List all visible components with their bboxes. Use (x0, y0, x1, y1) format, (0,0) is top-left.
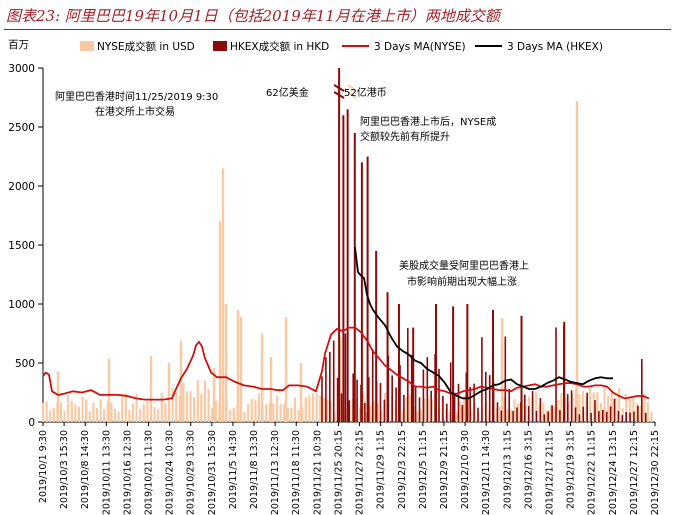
x-tick-label: 2019/10/31 15:30 (207, 430, 218, 515)
x-tick-label: 2019/10/11 13:30 (101, 430, 112, 515)
x-tick-label: 2019/11/13 12:30 (270, 430, 281, 515)
annotations: 阿里巴巴香港时间11/25/2019 9:30 在港交所上市交易 62亿美金 5… (55, 86, 529, 288)
nyse-axis-break-mark (347, 84, 357, 99)
x-tick-label: 2019/11/29 1:15 (376, 430, 387, 509)
after-listing-annotation-line1: 阿里巴巴香港上市后，NYSE成 (360, 115, 496, 128)
x-tick-label: 2019/12/13 1:15 (502, 430, 513, 509)
x-tick-label: 2019/11/8 13:30 (249, 430, 260, 509)
x-tick-label: 2019/11/27 22:15 (355, 430, 366, 515)
y-tick-label: 1500 (8, 240, 35, 252)
legend-hkex-swatch (213, 41, 227, 51)
y-tick-label: 500 (15, 358, 35, 370)
ma-lines (42, 247, 650, 401)
legend-ma-nyse-label: 3 Days MA(NYSE) (374, 41, 466, 53)
x-tick-label: 2019/10/24 10:30 (165, 430, 176, 515)
x-tick-label: 2019/10/8 14:30 (80, 430, 91, 509)
x-tick-label: 2019/12/27 12:15 (629, 430, 640, 515)
x-tick-label: 2019/12/22 11:15 (587, 430, 598, 515)
y-tick-label: 2500 (8, 122, 35, 134)
y-tick-label: 1000 (8, 299, 35, 311)
legend: NYSE成交额 in USD HKEX成交额 in HKD 3 Days MA(NY… (80, 40, 603, 53)
us-volume-annotation-line2: 市影响前期出现大幅上涨 (407, 275, 517, 288)
y-axis-unit-label: 百万 (8, 39, 29, 51)
y-tick-label: 3000 (8, 63, 35, 75)
y-tick-label: 0 (28, 417, 35, 429)
x-tick-label: 2019/12/5 11:15 (418, 430, 429, 509)
x-tick-label: 2019/12/3 22:15 (397, 430, 408, 509)
x-tick-label: 2019/12/19 3:15 (566, 430, 577, 509)
us-volume-annotation-line1: 美股成交量受阿里巴巴香港上 (399, 259, 529, 272)
nyse-break-label: 62亿美金 (266, 86, 309, 99)
x-tick-label: 2019/10/3 15:30 (59, 430, 70, 509)
ma-nyse-line (42, 326, 650, 401)
listing-annotation-line2: 在港交所上市交易 (95, 105, 175, 118)
x-tick-label: 2019/10/1 9:30 (38, 430, 49, 503)
listing-annotation-line1: 阿里巴巴香港时间11/25/2019 9:30 (55, 90, 218, 103)
x-tick-label: 2019/11/25 20:15 (333, 430, 344, 515)
x-tick-label: 2019/12/24 13:15 (608, 430, 619, 515)
x-tick-label: 2019/12/10 9:30 (460, 430, 471, 509)
legend-hkex-label: HKEX成交额 in HKD (230, 40, 329, 53)
x-tick-label: 2019/12/11 14:30 (481, 430, 492, 515)
x-tick-label: 2019/10/21 11:30 (144, 430, 155, 515)
hkex-axis-break-mark (333, 84, 345, 99)
title-rule (4, 29, 671, 30)
ma-hkex-line (354, 247, 613, 400)
x-tick-label: 2019/12/9 21:15 (439, 430, 450, 509)
x-tick-label: 2019/12/30 22:15 (650, 430, 661, 515)
x-tick-label: 2019/12/16 3:15 (523, 430, 534, 509)
x-tick-label: 2019/12/17 21:15 (544, 430, 555, 515)
x-tick-label: 2019/11/5 14:30 (228, 430, 239, 509)
x-tick-label: 2019/10/29 13:30 (186, 430, 197, 515)
legend-ma-hkex-label: 3 Days MA (HKEX) (507, 41, 603, 53)
y-tick-label: 2000 (8, 181, 35, 193)
x-tick-label: 2019/11/21 10:30 (312, 430, 323, 515)
legend-nyse-swatch (80, 41, 94, 51)
x-tick-label: 2019/11/18 11:30 (291, 430, 302, 515)
chart-title: 图表23: 阿里巴巴19年10月1日（包括2019年11月在港上市）两地成交额 (6, 7, 500, 25)
hkex-break-label: 52亿港币 (344, 86, 387, 99)
axes: 百万 0 500 1000 1500 2000 2500 3000 2019/10/1 9:30… (8, 39, 661, 515)
after-listing-annotation-line2: 交额较先前有所提升 (360, 130, 450, 143)
legend-nyse-label: NYSE成交额 in USD (97, 40, 195, 53)
x-tick-label: 2019/10/16 12:30 (122, 430, 133, 515)
